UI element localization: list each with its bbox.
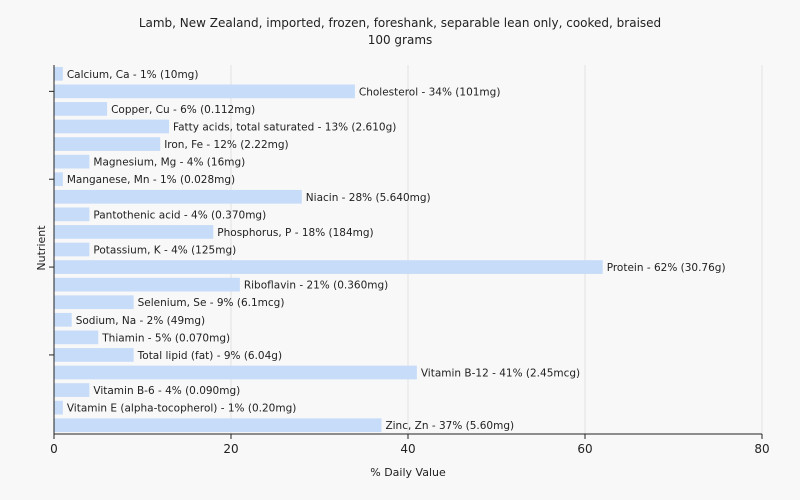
bar-label: Thiamin - 5% (0.070mg)	[101, 332, 230, 344]
bar-label: Sodium, Na - 2% (49mg)	[76, 315, 205, 327]
x-tick-label: 60	[577, 442, 592, 456]
bar	[54, 260, 603, 274]
x-tick-label: 80	[754, 442, 769, 456]
bar-label: Magnesium, Mg - 4% (16mg)	[93, 157, 245, 169]
bar	[54, 418, 382, 433]
bar-label: Vitamin B-6 - 4% (0.090mg)	[93, 385, 240, 397]
bar	[54, 66, 63, 81]
bar	[54, 207, 90, 222]
x-axis-title: % Daily Value	[370, 466, 446, 479]
x-tick-label: 0	[50, 442, 58, 456]
axis-layer: 0 20 40 60 80	[49, 65, 770, 456]
bar-label: Total lipid (fat) - 9% (6.04g)	[137, 350, 282, 362]
bar	[54, 348, 134, 362]
bar-label: Vitamin B-12 - 41% (2.45mcg)	[421, 368, 580, 380]
bar	[54, 400, 63, 415]
bar-label: Manganese, Mn - 1% (0.028mg)	[67, 174, 235, 186]
bar	[54, 242, 90, 257]
bar	[54, 189, 302, 204]
x-tick-label: 40	[400, 442, 415, 456]
bar-label: Copper, Cu - 6% (0.112mg)	[111, 104, 255, 116]
bar-label: Zinc, Zn - 37% (5.60mg)	[385, 420, 514, 432]
bar	[54, 365, 417, 380]
bar-label: Vitamin E (alpha-tocopherol) - 1% (0.20m…	[67, 403, 297, 415]
x-tick-label: 20	[223, 442, 238, 456]
bar-label: Calcium, Ca - 1% (10mg)	[67, 69, 199, 81]
bars-layer: Calcium, Ca - 1% (10mg) Cholesterol - 34%…	[54, 66, 726, 433]
bar-label: Pantothenic acid - 4% (0.370mg)	[93, 209, 266, 221]
bar-label: Cholesterol - 34% (101mg)	[359, 86, 501, 98]
bar	[54, 137, 161, 151]
bar	[54, 312, 72, 327]
bar	[54, 330, 99, 345]
y-axis-title: Nutrient	[35, 225, 48, 271]
bar-label: Protein - 62% (30.76g)	[607, 262, 726, 274]
bar	[54, 383, 90, 397]
bar-label: Potassium, K - 4% (125mg)	[93, 245, 236, 257]
bar	[54, 172, 63, 187]
bar	[54, 119, 170, 134]
bar	[54, 84, 355, 99]
bar	[54, 154, 90, 169]
bar	[54, 102, 108, 116]
bar	[54, 295, 134, 310]
bar-label: Selenium, Se - 9% (6.1mcg)	[138, 297, 285, 309]
bar-label: Fatty acids, total saturated - 13% (2.61…	[173, 122, 396, 134]
bar-label: Riboflavin - 21% (0.360mg)	[244, 280, 388, 292]
bar-label: Phosphorus, P - 18% (184mg)	[217, 227, 373, 239]
chart-title: Lamb, New Zealand, imported, frozen, for…	[139, 16, 661, 30]
chart-subtitle: 100 grams	[368, 33, 433, 47]
bar	[54, 225, 214, 239]
bar-label: Iron, Fe - 12% (2.22mg)	[164, 139, 288, 151]
bar-label: Niacin - 28% (5.640mg)	[306, 192, 431, 204]
bar	[54, 277, 240, 292]
